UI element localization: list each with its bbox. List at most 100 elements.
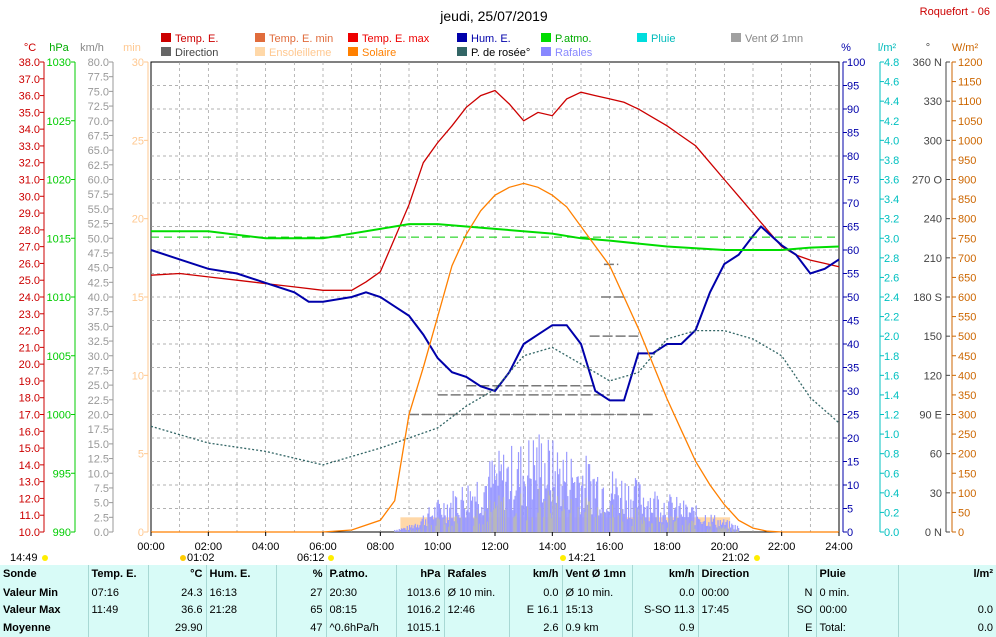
stats-cell: 2.6 — [508, 619, 562, 637]
stats-cell: 27 — [275, 583, 326, 602]
legend-swatch — [255, 47, 265, 56]
legend-swatch — [731, 33, 741, 42]
rain-axis-unit: l/m² — [878, 42, 897, 54]
humidity-axis-label: 60 — [847, 245, 859, 257]
direction-axis-label: 90 E — [919, 410, 942, 422]
temp-axis-label: 28.0 — [19, 225, 40, 237]
wind-axis-label: 7.5 — [94, 483, 109, 495]
solar-axis-label: 900 — [958, 175, 976, 187]
wind-axis-label: 77.5 — [88, 72, 109, 84]
wind-axis-label: 47.5 — [88, 248, 109, 260]
stats-cell: P.atmo. — [325, 565, 396, 584]
pressure-axis-label: 1020 — [47, 175, 71, 187]
legend-label: Pluie — [651, 33, 675, 45]
temp-axis-label: 38.0 — [19, 57, 40, 69]
stats-cell: E 16.1 — [508, 601, 562, 620]
humidity-axis-label: 35 — [847, 363, 859, 375]
stats-cell: Moyenne — [3, 622, 51, 635]
temp-axis-label: 35.0 — [19, 107, 40, 119]
stats-cell: 00:00 — [697, 583, 788, 602]
time-label: 06:00 — [309, 541, 337, 553]
legend-swatch — [637, 33, 647, 42]
legend-swatch — [161, 33, 171, 42]
solar-axis-label: 100 — [958, 488, 976, 500]
wind-axis-label: 32.5 — [88, 336, 109, 348]
pressure-axis-label: 1025 — [47, 116, 71, 128]
sunshine-axis-unit: min — [123, 42, 141, 54]
pressure-axis-unit: hPa — [49, 42, 69, 54]
grid — [151, 62, 839, 532]
time-label: 04:00 — [252, 541, 280, 553]
stats-cell — [697, 619, 788, 637]
rain-axis-label: 3.4 — [884, 194, 899, 206]
humidity-axis-label: 75 — [847, 175, 859, 187]
stats-cell: Ø 10 min. — [561, 583, 632, 602]
wind-axis-label: 37.5 — [88, 307, 109, 319]
legend-label: Rafales — [555, 47, 593, 59]
time-label: 24:00 — [825, 541, 853, 553]
solar-axis-label: 750 — [958, 233, 976, 245]
humidity-axis-label: 20 — [847, 433, 859, 445]
sun-markers: 14:49 01:02 06:12 14:21 21:02 — [10, 552, 760, 564]
temp-axis-label: 18.0 — [19, 393, 40, 405]
solar-axis-unit: W/m² — [952, 42, 979, 54]
wind-axis-label: 0.0 — [94, 527, 109, 539]
temp-axis-label: 34.0 — [19, 124, 40, 136]
stats-cell: 24.3 — [147, 583, 206, 602]
solar-axis-label: 950 — [958, 155, 976, 167]
humidity-axis-label: 45 — [847, 316, 859, 328]
pressure-axis-label: 1005 — [47, 351, 71, 363]
humidity-axis-label: 40 — [847, 339, 859, 351]
stats-cell: 1016.2 — [395, 601, 444, 620]
humidity-axis-label: 70 — [847, 198, 859, 210]
solar-axis-label: 550 — [958, 312, 976, 324]
rain-axis-label: 3.0 — [884, 233, 899, 245]
rain-axis-label: 4.2 — [884, 116, 899, 128]
solar-axis-label: 50 — [958, 507, 970, 519]
pressure-axis-label: 1030 — [47, 57, 71, 69]
wind-axis-label: 50.0 — [88, 233, 109, 245]
stats-cell: E — [787, 619, 816, 637]
temp-axis-label: 37.0 — [19, 74, 40, 86]
solar-axis-label: 500 — [958, 331, 976, 343]
sun-dot — [42, 555, 48, 561]
stats-cell: 21:28 — [205, 601, 276, 620]
stats-cell: l/m² — [897, 565, 996, 584]
stats-cell: 0.0 — [631, 583, 698, 602]
humidity-axis-label: 65 — [847, 222, 859, 234]
rain-axis-label: 4.0 — [884, 135, 899, 147]
rain-axis-label: 1.8 — [884, 351, 899, 363]
stats-cell: Valeur Min — [3, 586, 59, 599]
series-line-p-atmo- — [151, 223, 840, 251]
stats-cell — [443, 619, 509, 637]
wind-axis-label: 17.5 — [88, 424, 109, 436]
weather-chart: jeudi, 25/07/2019 Roquefort - 06 Temp. E… — [10, 6, 990, 564]
stats-cell: 0.0 — [508, 583, 562, 602]
solar-axis-label: 1100 — [958, 96, 982, 108]
time-label: 00:00 — [137, 541, 165, 553]
solar-axis-label: 250 — [958, 429, 976, 441]
humidity-axis-label: 100 — [847, 57, 865, 69]
legend: Temp. E. Temp. E. min Temp. E. max Hum. E. P… — [161, 33, 803, 59]
legend-swatch — [348, 33, 358, 42]
wind-axis-label: 80.0 — [88, 57, 109, 69]
legend-swatch — [541, 47, 551, 56]
direction-axis-label: 60 — [930, 449, 942, 461]
stats-cell: 1013.6 — [395, 583, 444, 602]
stats-cell: S-SO 11.3 — [631, 601, 698, 620]
stats-cell: 17:45 — [697, 601, 788, 620]
rain-axis-label: 1.4 — [884, 390, 899, 402]
sunshine-axis-label: 0 — [138, 527, 144, 539]
solar-axis-label: 400 — [958, 370, 976, 382]
series-line-solaire — [151, 182, 839, 533]
direction-axis-label: 150 — [924, 331, 942, 343]
wind-axis-label: 72.5 — [88, 101, 109, 113]
direction-axis-label: 240 — [924, 214, 942, 226]
stats-row: Moyenne 29.90 47 ^0.6hPa/h 1015.1 2.6 0.9 km 0.… — [0, 619, 996, 637]
legend-label: Vent Ø 1mn — [745, 33, 803, 45]
legend-swatch — [255, 33, 265, 42]
solar-axis-label: 1050 — [958, 116, 982, 128]
temp-axis-label: 26.0 — [19, 258, 40, 270]
wind-axis-label: 2.5 — [94, 512, 109, 524]
sunshine-axis-label: 15 — [132, 292, 144, 304]
